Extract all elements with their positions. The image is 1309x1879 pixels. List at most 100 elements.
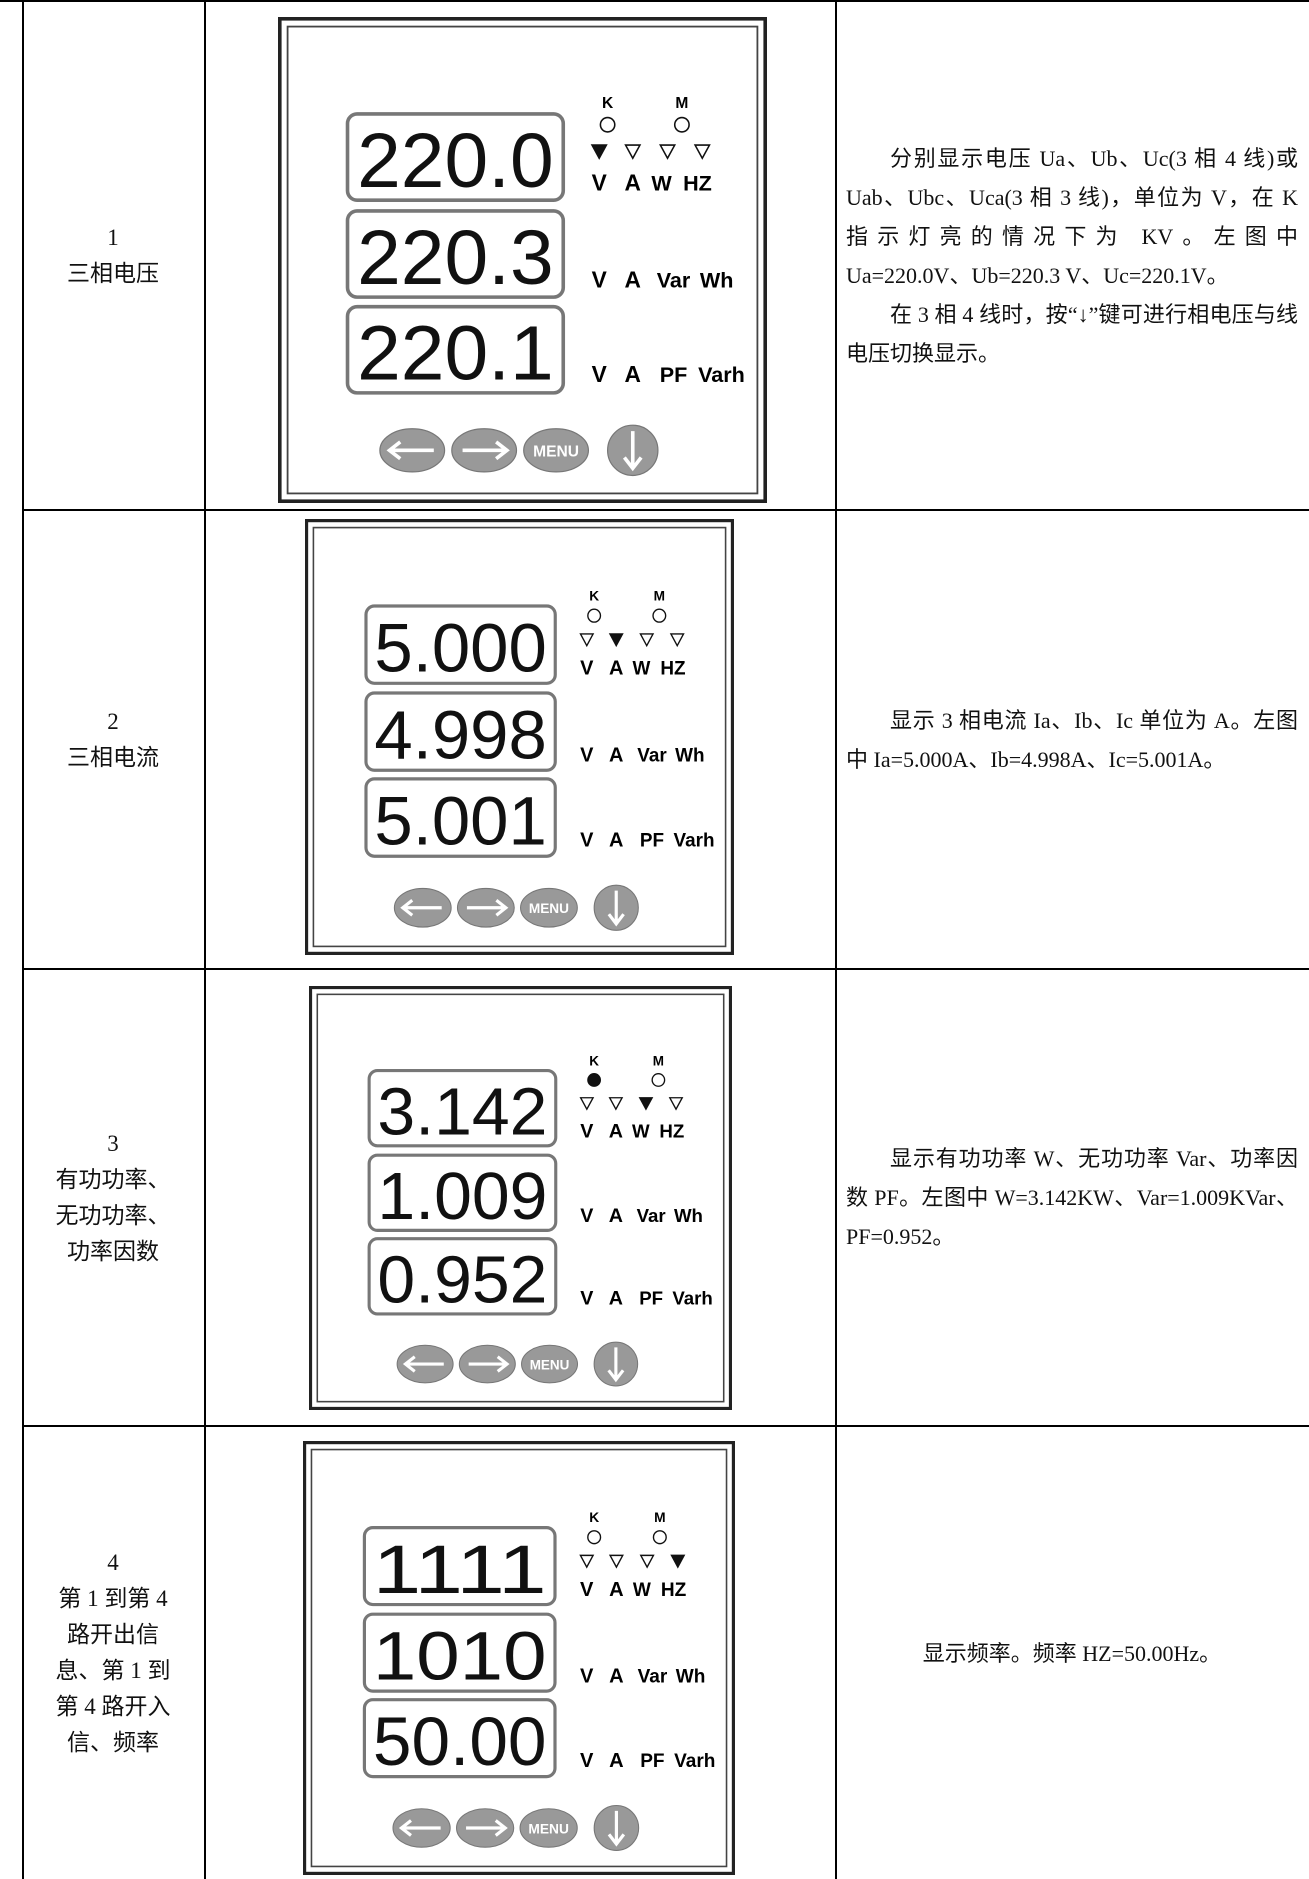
- row-label: 息、第 1 到: [55, 1658, 171, 1683]
- display-box: [345, 112, 566, 202]
- down-arrow-icon: [607, 1810, 626, 1847]
- unit-label: Wh: [674, 1205, 703, 1226]
- unit-label: Var: [638, 1667, 668, 1688]
- k-lamp: [587, 608, 602, 623]
- description-cell: 分别显示电压 Ua、Ub、Uc(3 相 4 线)或 Uab、Ubc、Uca(3 …: [846, 2, 1298, 509]
- unit-label: A: [609, 1205, 623, 1227]
- unit-label: A: [625, 361, 641, 387]
- down-arrow-icon: [622, 431, 643, 472]
- right-arrow-icon: [462, 440, 510, 461]
- description-cell: 显示频率。频率 HZ=50.00Hz。: [846, 1427, 1298, 1879]
- row-index: 4: [107, 1550, 119, 1575]
- k-label: K: [589, 1053, 599, 1068]
- unit-label: W: [633, 659, 652, 680]
- menu-label: MENU: [533, 443, 579, 460]
- unit-label: V: [592, 267, 608, 293]
- panel-inner-frame: [286, 25, 759, 495]
- display-box: [345, 304, 566, 395]
- row-index: 2: [107, 708, 119, 734]
- row-border: [22, 509, 1309, 511]
- unit-label: W: [633, 1580, 652, 1601]
- row-label: 路开出信: [67, 1622, 159, 1647]
- display-box: [362, 1612, 557, 1693]
- left-arrow-icon: [402, 1355, 444, 1373]
- column-border: [835, 0, 837, 1879]
- left-arrow-icon: [400, 898, 442, 917]
- row-label-cell: 2 三相电流: [22, 511, 204, 968]
- unit-label: V: [580, 658, 594, 680]
- display-box: [345, 209, 566, 299]
- display-value: 1111: [373, 1532, 547, 1608]
- description: 显示频率。频率 HZ=50.00Hz。: [922, 1640, 1222, 1666]
- unit-label: Wh: [700, 268, 734, 293]
- m-lamp: [652, 608, 667, 623]
- display-value: 5.000: [374, 610, 546, 687]
- unit-label: PF: [640, 830, 664, 851]
- unit-label: Varh: [698, 362, 745, 387]
- menu-label: MENU: [530, 1357, 570, 1372]
- row-label: 无功功率、: [55, 1202, 171, 1228]
- unit-label: V: [580, 1205, 594, 1227]
- unit-label: HZ: [661, 1580, 687, 1601]
- indicator-triangle: [579, 1554, 595, 1569]
- m-lamp: [651, 1073, 666, 1087]
- row-label: 三相电压: [67, 260, 159, 286]
- right-arrow-icon: [466, 1819, 508, 1837]
- m-label: M: [675, 95, 688, 112]
- display-box: [367, 1069, 558, 1148]
- indicator-triangle: [579, 1097, 595, 1111]
- table-border: [0, 0, 1309, 2]
- left-arrow-icon: [398, 1819, 441, 1837]
- unit-label: V: [592, 361, 608, 387]
- unit-label: Var: [657, 268, 691, 293]
- row-index: 1: [107, 224, 119, 250]
- unit-label: A: [609, 1287, 623, 1309]
- row-border: [22, 1425, 1309, 1427]
- m-lamp: [673, 116, 690, 133]
- display-value: 4.998: [374, 697, 546, 774]
- unit-label: HZ: [683, 171, 712, 196]
- indicator-triangle: [639, 1554, 655, 1569]
- row-label: 第 4 路开入: [55, 1694, 171, 1719]
- row-label: 三相电流: [67, 744, 159, 770]
- unit-label: V: [580, 1287, 594, 1309]
- button: [523, 428, 590, 473]
- indicator-triangle: [638, 1097, 654, 1111]
- unit-label: Var: [637, 1205, 666, 1226]
- unit-label: HZ: [659, 1120, 684, 1141]
- unit-label: Varh: [674, 830, 715, 851]
- display-value: 0.952: [377, 1243, 547, 1317]
- display-box: [362, 1525, 557, 1607]
- indicator-triangle: [624, 144, 642, 160]
- display-value: 1.009: [377, 1160, 547, 1234]
- unit-label: A: [609, 658, 624, 680]
- row-label-cell: 3 有功功率、 无功功率、 功率因数: [22, 970, 204, 1425]
- unit-label: V: [580, 1120, 594, 1142]
- indicator-triangle: [590, 144, 608, 160]
- indicator-triangle: [669, 633, 685, 648]
- unit-label: Wh: [676, 1667, 706, 1688]
- display-box: [367, 1237, 558, 1316]
- panel-inner-frame: [310, 1448, 728, 1868]
- unit-label: V: [580, 829, 594, 851]
- k-lamp: [587, 1530, 602, 1545]
- down-arrow-icon: [607, 1347, 625, 1383]
- description: 在 3 相 4 线时，按“↓”键可进行相电压与线电压切换显示。: [846, 301, 1298, 366]
- row-label-cell: 4 第 1 到第 4 路开出信 息、第 1 到第 4 路开入 信、频率: [22, 1427, 204, 1879]
- indicator-triangle: [579, 633, 595, 648]
- k-label: K: [602, 95, 614, 112]
- display-box: [364, 777, 557, 858]
- indicator-triangle: [608, 633, 624, 648]
- right-arrow-icon: [466, 898, 509, 917]
- left-arrow-icon: [386, 440, 434, 461]
- description: 分别显示电压 Ua、Ub、Uc(3 相 4 线)或 Uab、Ubc、Uca(3 …: [846, 145, 1298, 288]
- indicator-triangle: [693, 144, 711, 160]
- unit-label: A: [609, 1120, 623, 1142]
- menu-label: MENU: [528, 1820, 569, 1836]
- display-value: 220.3: [357, 216, 554, 301]
- display-value: 1010: [373, 1618, 547, 1694]
- unit-label: A: [609, 1666, 624, 1688]
